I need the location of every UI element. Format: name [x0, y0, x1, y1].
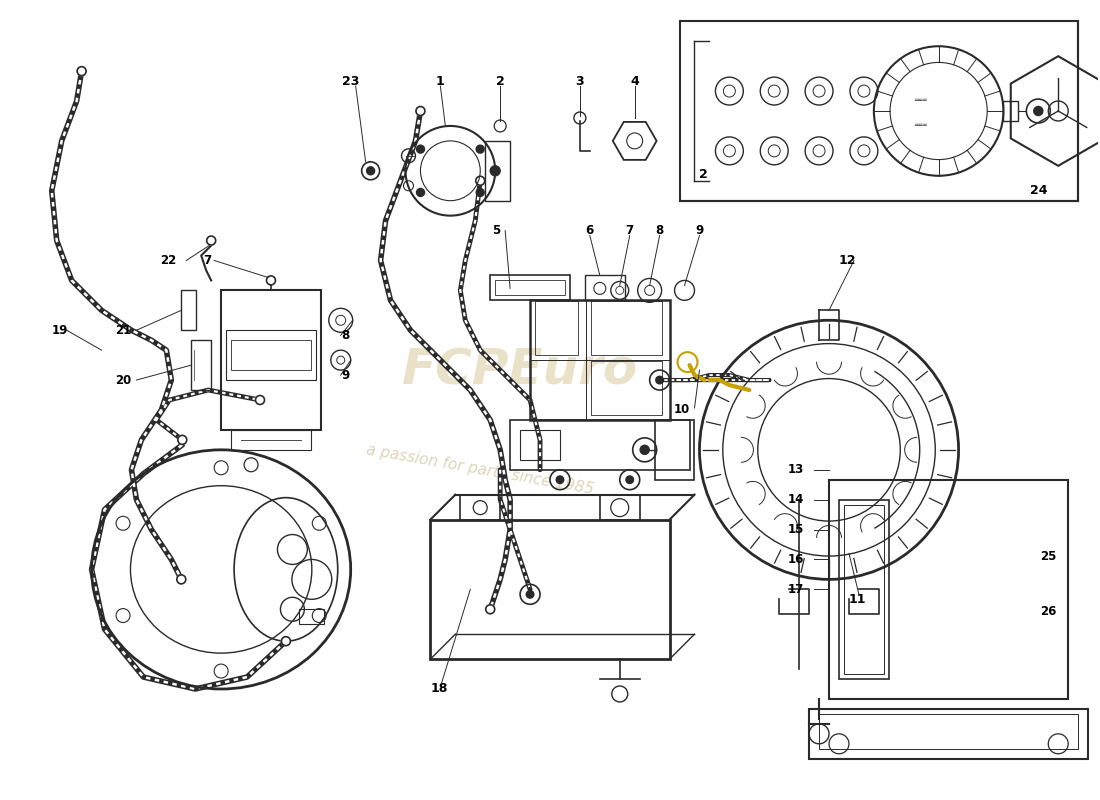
Text: 7: 7 [204, 254, 211, 267]
Circle shape [656, 376, 663, 384]
Circle shape [207, 236, 216, 245]
Bar [1003, 101, 1019, 121]
Text: 9: 9 [695, 224, 704, 237]
Circle shape [491, 166, 501, 176]
Text: 9: 9 [342, 369, 350, 382]
Bar [231, 340, 311, 370]
Bar [591, 361, 662, 415]
Bar [654, 420, 694, 480]
Circle shape [1034, 106, 1043, 115]
Bar [299, 610, 323, 624]
Bar [829, 480, 1068, 699]
Circle shape [476, 176, 485, 186]
Circle shape [476, 189, 484, 197]
Text: 26: 26 [1041, 605, 1056, 618]
Text: 24: 24 [1030, 184, 1047, 198]
Text: 6: 6 [585, 224, 594, 237]
Bar [591, 302, 662, 355]
Bar [191, 340, 211, 390]
Bar [182, 290, 196, 330]
Bar [460, 494, 500, 519]
Bar [520, 430, 560, 460]
Circle shape [416, 106, 425, 115]
Text: 21: 21 [116, 324, 132, 337]
Bar [600, 494, 640, 519]
Bar [430, 519, 670, 659]
Text: 1: 1 [436, 74, 444, 88]
Text: 8: 8 [342, 329, 350, 342]
Text: ═══: ═══ [914, 96, 926, 102]
Bar [227, 330, 316, 380]
Circle shape [366, 167, 375, 174]
Text: 15: 15 [788, 523, 804, 536]
Circle shape [557, 476, 564, 483]
Circle shape [255, 395, 264, 405]
Text: 4: 4 [630, 74, 639, 88]
Bar [844, 505, 883, 674]
Bar [530, 300, 670, 420]
Text: 17: 17 [788, 583, 804, 596]
Bar [221, 290, 321, 430]
Circle shape [486, 605, 495, 614]
Bar [810, 709, 1088, 758]
Text: 19: 19 [52, 324, 68, 337]
Text: 2: 2 [496, 74, 505, 88]
Text: ═══: ═══ [914, 121, 926, 127]
Bar [585, 275, 625, 300]
Text: 12: 12 [839, 254, 857, 267]
Circle shape [282, 637, 290, 646]
Bar [485, 141, 510, 201]
Bar [510, 420, 690, 470]
Bar [231, 430, 311, 450]
Circle shape [476, 145, 484, 153]
Bar [820, 714, 1078, 749]
Circle shape [640, 446, 649, 454]
Bar [680, 22, 1078, 201]
Text: 2: 2 [700, 168, 708, 181]
Text: 20: 20 [116, 374, 132, 386]
Text: 14: 14 [788, 493, 804, 506]
Circle shape [626, 476, 634, 483]
Text: FCPEuro: FCPEuro [402, 346, 638, 394]
Text: 5: 5 [492, 224, 500, 237]
Text: 11: 11 [849, 593, 867, 606]
Circle shape [77, 66, 86, 76]
Bar [491, 275, 570, 300]
Text: 22: 22 [161, 254, 176, 267]
Circle shape [178, 435, 187, 444]
Bar [495, 281, 565, 295]
Bar [535, 302, 579, 355]
Text: 23: 23 [342, 74, 360, 88]
Circle shape [417, 145, 425, 153]
Circle shape [526, 590, 534, 598]
Text: 25: 25 [1041, 550, 1056, 563]
Text: 7: 7 [626, 224, 634, 237]
Text: 16: 16 [788, 553, 804, 566]
Circle shape [417, 189, 425, 197]
Bar [839, 500, 889, 679]
Text: 13: 13 [788, 463, 804, 476]
Circle shape [266, 276, 275, 285]
Text: 10: 10 [673, 403, 690, 417]
Text: a passion for parts since 1985: a passion for parts since 1985 [365, 442, 595, 497]
Text: 18: 18 [430, 682, 448, 695]
Text: 8: 8 [656, 224, 663, 237]
Text: 3: 3 [575, 74, 584, 88]
Circle shape [177, 575, 186, 584]
